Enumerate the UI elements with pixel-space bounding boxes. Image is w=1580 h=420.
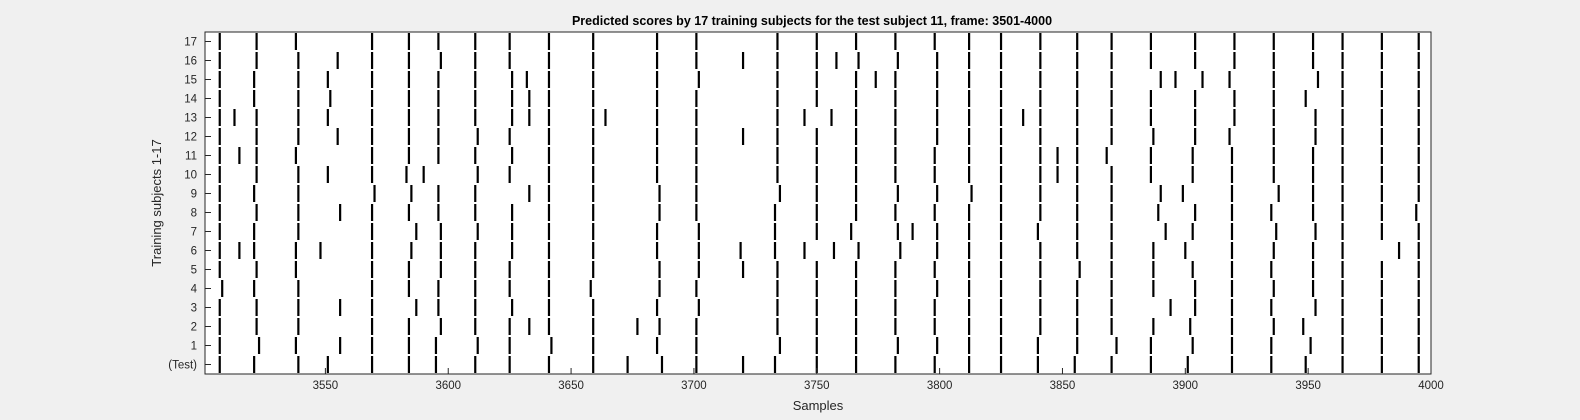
y-tick-label-2: 2 (191, 322, 197, 334)
y-tick-label-1: 1 (191, 341, 197, 353)
y-tick-label-16: 16 (184, 56, 197, 68)
y-tick-label-10: 10 (184, 170, 197, 182)
y-tick-label-0: (Test) (168, 360, 197, 372)
y-tick-label-5: 5 (191, 265, 197, 277)
plot-frame (204, 31, 1432, 375)
x-tick-label-1: 3600 (435, 380, 461, 392)
y-tick-label-11: 11 (185, 151, 197, 163)
y-tick-label-13: 13 (184, 113, 197, 125)
x-tick-label-7: 3900 (1173, 380, 1199, 392)
y-tick-label-14: 14 (184, 94, 197, 106)
y-tick-label-3: 3 (191, 303, 197, 315)
x-tick-label-9: 4000 (1418, 380, 1444, 392)
y-tick-label-12: 12 (184, 132, 197, 144)
x-tick-label-8: 3950 (1295, 380, 1321, 392)
x-tick-label-4: 3750 (804, 380, 830, 392)
x-axis-label: Samples (793, 398, 844, 413)
y-tick-label-8: 8 (191, 208, 197, 220)
y-tick-label-7: 7 (191, 227, 197, 239)
y-tick-label-4: 4 (191, 284, 198, 296)
y-tick-label-9: 9 (191, 189, 197, 201)
y-tick-label-15: 15 (184, 75, 197, 87)
plot-area (205, 32, 1431, 374)
y-axis-label: Training subjects 1-17 (149, 139, 164, 266)
x-tick-label-6: 3850 (1050, 380, 1076, 392)
x-tick-label-5: 3800 (927, 380, 953, 392)
x-tick-label-3: 3700 (681, 380, 707, 392)
y-tick-label-17: 17 (184, 37, 197, 49)
events-layer (218, 33, 1420, 373)
x-axis: 3550 3600 3650 3700 3750 3800 3850 3900 3950 4000 (313, 368, 1444, 392)
y-tick-label-6: 6 (191, 246, 197, 258)
chart-title: Predicted scores by 17 training subjects… (572, 14, 1052, 28)
x-tick-label-2: 3650 (558, 380, 584, 392)
x-tick-label-0: 3550 (313, 380, 339, 392)
